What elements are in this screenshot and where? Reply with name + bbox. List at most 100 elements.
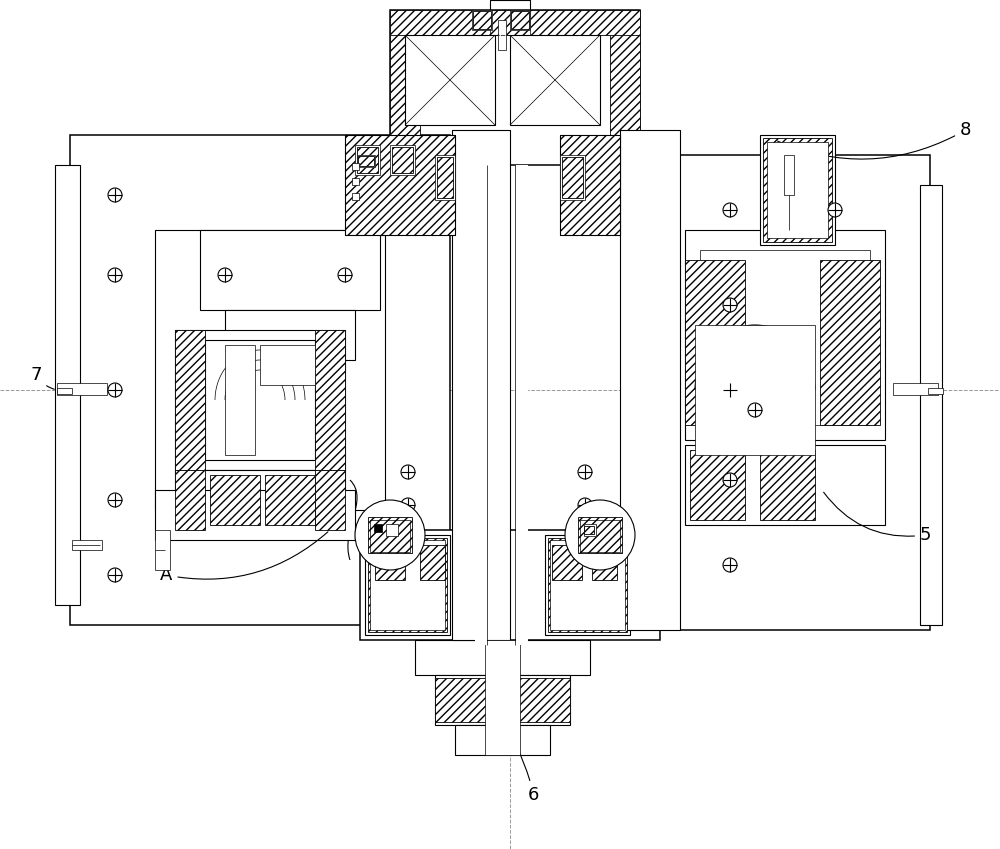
Bar	[928, 388, 943, 394]
Bar	[578, 517, 622, 553]
Bar	[620, 130, 680, 630]
Bar	[345, 135, 455, 235]
Bar	[510, 10, 530, 30]
Bar	[685, 230, 885, 440]
Circle shape	[338, 268, 352, 282]
Bar	[480, 70, 540, 100]
Bar	[225, 345, 255, 455]
Bar	[175, 470, 345, 530]
Bar	[552, 545, 582, 580]
Bar	[155, 530, 170, 570]
Circle shape	[108, 383, 122, 397]
Circle shape	[723, 298, 737, 312]
Bar	[405, 35, 495, 125]
Bar	[390, 10, 640, 35]
Bar	[368, 517, 412, 553]
Bar	[610, 10, 640, 165]
Bar	[357, 155, 375, 167]
Bar	[690, 450, 745, 520]
Bar	[365, 535, 450, 635]
Bar	[685, 445, 885, 525]
Bar	[315, 330, 345, 470]
Bar	[70, 135, 450, 625]
Bar	[392, 147, 413, 173]
Bar	[893, 383, 938, 395]
Circle shape	[748, 403, 762, 417]
Bar	[352, 178, 359, 185]
Text: 6: 6	[497, 712, 539, 804]
Bar	[510, 35, 600, 125]
Bar	[374, 524, 382, 532]
Bar	[368, 538, 447, 632]
Bar	[695, 325, 815, 455]
Bar	[265, 475, 315, 525]
Bar	[370, 520, 410, 552]
Bar	[360, 530, 660, 640]
Bar	[473, 11, 491, 29]
Bar	[452, 130, 510, 640]
Bar	[455, 725, 550, 755]
Circle shape	[108, 188, 122, 202]
Bar	[370, 540, 445, 630]
Bar	[584, 526, 594, 534]
Bar	[390, 10, 640, 165]
Text: 5: 5	[824, 492, 932, 544]
Bar	[620, 130, 680, 630]
Bar	[515, 678, 570, 722]
Bar	[511, 11, 529, 29]
Circle shape	[578, 465, 592, 479]
Text: 7: 7	[30, 366, 54, 389]
Circle shape	[723, 383, 737, 397]
Bar	[57, 388, 72, 394]
Bar	[205, 340, 315, 460]
Bar	[352, 193, 359, 200]
Bar	[357, 147, 378, 173]
Circle shape	[355, 500, 425, 570]
Bar	[435, 678, 490, 722]
Bar	[784, 155, 794, 195]
Bar	[437, 157, 453, 198]
Bar	[516, 165, 528, 645]
Bar	[485, 640, 520, 755]
Bar	[390, 145, 415, 175]
Bar	[260, 345, 315, 385]
Bar	[225, 310, 355, 360]
Bar	[920, 185, 942, 625]
Bar	[355, 145, 380, 175]
Circle shape	[723, 473, 737, 487]
Bar	[155, 490, 355, 540]
Circle shape	[108, 268, 122, 282]
Bar	[584, 524, 596, 536]
Bar	[767, 142, 828, 238]
Bar	[420, 545, 445, 580]
Circle shape	[108, 493, 122, 507]
Bar	[820, 260, 880, 425]
Bar	[763, 138, 832, 242]
Bar	[375, 545, 405, 580]
Circle shape	[828, 203, 842, 217]
Bar	[560, 135, 620, 235]
Bar	[700, 250, 870, 425]
Bar	[472, 10, 492, 30]
Bar	[562, 157, 583, 198]
Bar	[72, 540, 102, 550]
Bar	[498, 20, 506, 50]
Bar	[560, 135, 620, 235]
Bar	[435, 675, 570, 725]
Bar	[415, 640, 590, 675]
Bar	[55, 165, 80, 605]
Bar	[390, 10, 420, 165]
Circle shape	[723, 558, 737, 572]
Bar	[685, 260, 745, 425]
Bar	[352, 163, 359, 170]
Circle shape	[108, 568, 122, 582]
Bar	[760, 450, 815, 520]
Bar	[386, 524, 398, 536]
Bar	[680, 155, 930, 630]
Circle shape	[218, 268, 232, 282]
Bar	[550, 540, 625, 630]
Bar	[592, 545, 617, 580]
Bar	[580, 520, 620, 552]
Circle shape	[578, 498, 592, 512]
Bar	[155, 230, 385, 510]
